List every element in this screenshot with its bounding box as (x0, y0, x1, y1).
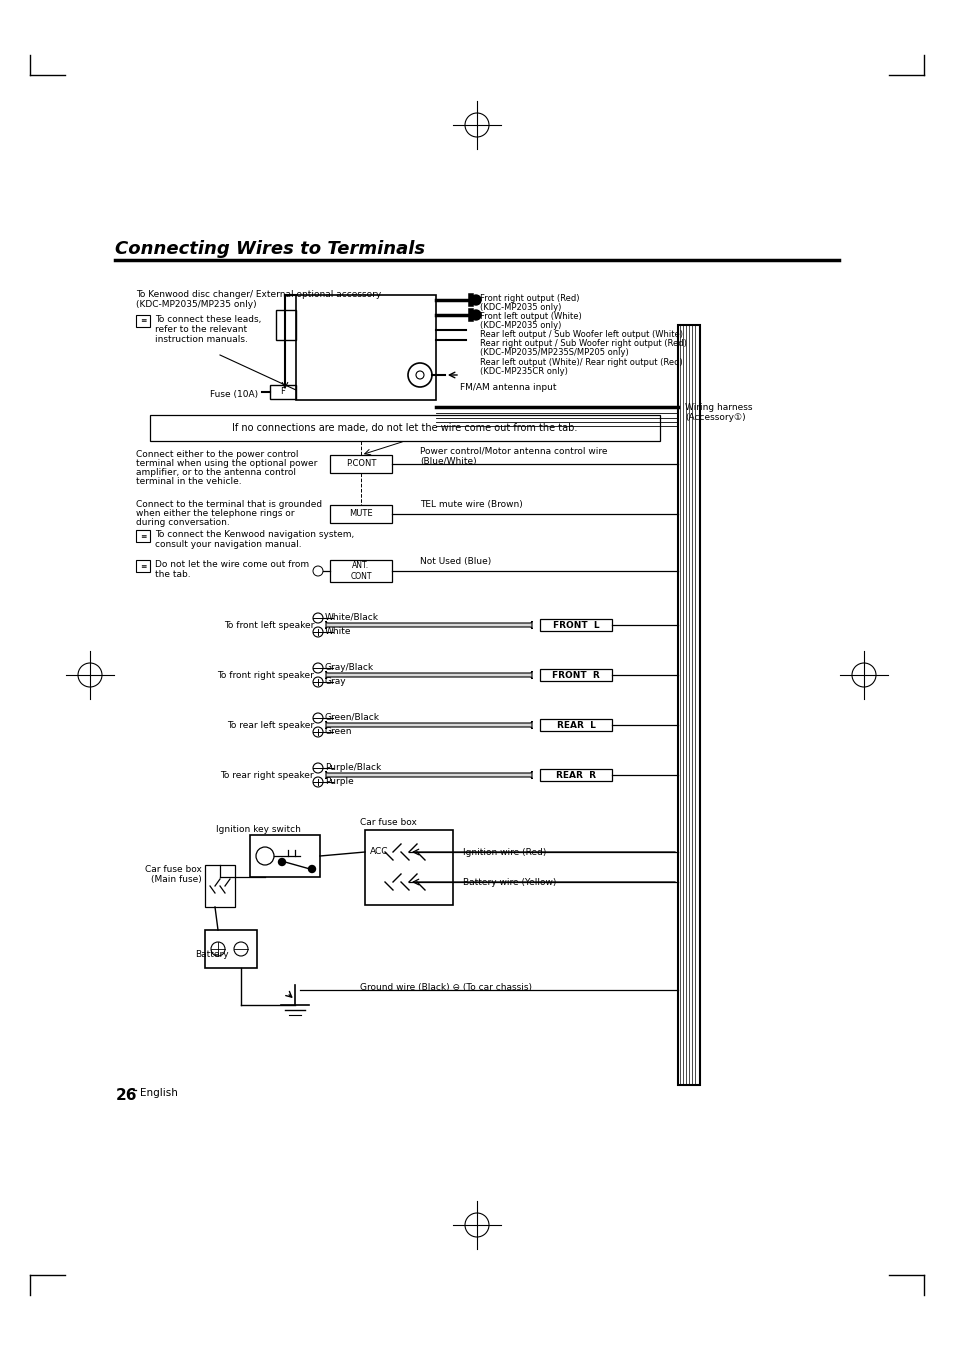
Text: Wiring harness: Wiring harness (684, 404, 752, 412)
Text: TEL mute wire (Brown): TEL mute wire (Brown) (419, 500, 522, 509)
Text: Gray: Gray (325, 676, 346, 686)
Text: To connect the Kenwood navigation system,: To connect the Kenwood navigation system… (154, 531, 354, 539)
Bar (270, 385, 295, 400)
Bar (539, 620, 612, 630)
Text: Rear right output / Sub Woofer right output (Red): Rear right output / Sub Woofer right out… (479, 339, 686, 348)
Text: To front left speaker: To front left speaker (223, 621, 314, 629)
Text: To connect these leads,: To connect these leads, (154, 315, 261, 324)
Text: (KDC-MP2035/MP235S/MP205 only): (KDC-MP2035/MP235S/MP205 only) (479, 348, 628, 356)
Text: (KDC-MP235CR only): (KDC-MP235CR only) (479, 367, 567, 377)
Bar (330, 455, 392, 472)
Text: Ignition key switch: Ignition key switch (215, 825, 300, 834)
Text: (KDC-MP2035 only): (KDC-MP2035 only) (479, 321, 560, 329)
Text: Front right output (Red): Front right output (Red) (479, 294, 578, 302)
Circle shape (471, 296, 480, 305)
Bar (539, 769, 612, 782)
Bar (539, 720, 612, 730)
Text: If no connections are made, do not let the wire come out from the tab.: If no connections are made, do not let t… (233, 423, 578, 433)
Text: Front left output (White): Front left output (White) (479, 312, 581, 321)
FancyBboxPatch shape (326, 621, 532, 629)
Text: 26: 26 (116, 1088, 137, 1103)
Text: terminal in the vehicle.: terminal in the vehicle. (136, 477, 241, 486)
Circle shape (278, 859, 285, 865)
Text: Purple: Purple (325, 776, 354, 786)
Text: Connect to the terminal that is grounded: Connect to the terminal that is grounded (136, 500, 322, 509)
Text: terminal when using the optional power: terminal when using the optional power (136, 459, 317, 468)
Text: during conversation.: during conversation. (136, 518, 230, 526)
Bar (275, 310, 295, 340)
Bar (205, 930, 256, 968)
Bar (365, 830, 453, 905)
Text: Purple/Black: Purple/Black (325, 763, 381, 771)
Text: (Accessory①): (Accessory①) (684, 413, 745, 423)
Text: Green/Black: Green/Black (325, 713, 379, 721)
Text: (KDC-MP2035 only): (KDC-MP2035 only) (479, 302, 560, 312)
Text: FRONT  L: FRONT L (552, 621, 598, 629)
FancyBboxPatch shape (326, 771, 532, 779)
Text: Battery wire (Yellow): Battery wire (Yellow) (462, 878, 556, 887)
Text: (KDC-MP2035/MP235 only): (KDC-MP2035/MP235 only) (136, 300, 256, 309)
Bar (150, 414, 659, 441)
Text: White: White (325, 626, 351, 636)
Text: FRONT  R: FRONT R (552, 671, 599, 679)
Text: REAR  R: REAR R (556, 771, 596, 779)
Text: Car fuse box: Car fuse box (359, 818, 416, 828)
Bar (330, 505, 392, 522)
Text: the tab.: the tab. (154, 570, 191, 579)
Text: refer to the relevant: refer to the relevant (154, 325, 247, 333)
Bar (136, 531, 150, 541)
Text: Green: Green (325, 726, 352, 736)
Text: Rear left output (White)/ Rear right output (Red): Rear left output (White)/ Rear right out… (479, 358, 682, 367)
Text: FM/AM antenna input: FM/AM antenna input (459, 383, 556, 392)
Text: To front right speaker: To front right speaker (217, 671, 314, 679)
Text: (Blue/White): (Blue/White) (419, 458, 476, 466)
Text: English: English (140, 1088, 177, 1098)
Text: White/Black: White/Black (325, 613, 378, 621)
Bar (330, 560, 392, 582)
FancyBboxPatch shape (326, 671, 532, 679)
Text: Not Used (Blue): Not Used (Blue) (419, 558, 491, 566)
Circle shape (471, 310, 480, 320)
Text: P.CONT: P.CONT (345, 459, 375, 468)
Bar (250, 836, 319, 878)
Bar (136, 315, 150, 327)
Text: ACC: ACC (370, 848, 388, 856)
Text: Battery: Battery (194, 950, 229, 958)
Text: F: F (280, 387, 285, 397)
Text: Connecting Wires to Terminals: Connecting Wires to Terminals (115, 240, 425, 258)
Text: ≡: ≡ (140, 316, 146, 325)
Bar (295, 296, 436, 400)
Bar (539, 670, 612, 680)
FancyBboxPatch shape (326, 721, 532, 729)
Text: MUTE: MUTE (349, 509, 373, 518)
Text: Rear left output / Sub Woofer left output (White): Rear left output / Sub Woofer left outpu… (479, 329, 682, 339)
Text: REAR  L: REAR L (556, 721, 595, 729)
Text: Power control/Motor antenna control wire: Power control/Motor antenna control wire (419, 447, 607, 456)
Text: To Kenwood disc changer/ External optional accessory: To Kenwood disc changer/ External option… (136, 290, 381, 298)
Text: when either the telephone rings or: when either the telephone rings or (136, 509, 294, 518)
Bar (678, 325, 700, 1085)
Text: instruction manuals.: instruction manuals. (154, 335, 248, 344)
Bar (136, 560, 150, 572)
Text: Do not let the wire come out from: Do not let the wire come out from (154, 560, 309, 568)
Text: amplifier, or to the antenna control: amplifier, or to the antenna control (136, 468, 295, 477)
Text: To rear left speaker: To rear left speaker (227, 721, 314, 729)
Text: ANT.
CONT: ANT. CONT (350, 562, 372, 580)
Text: To rear right speaker: To rear right speaker (220, 771, 314, 779)
Text: consult your navigation manual.: consult your navigation manual. (154, 540, 301, 549)
Text: Ignition wire (Red): Ignition wire (Red) (462, 848, 546, 857)
Text: ≡: ≡ (140, 562, 146, 571)
Circle shape (308, 865, 315, 872)
Text: Fuse (10A): Fuse (10A) (210, 390, 258, 400)
Text: ≡: ≡ (140, 532, 146, 540)
Text: (Main fuse): (Main fuse) (152, 875, 202, 884)
Bar (205, 865, 234, 907)
Text: Car fuse box: Car fuse box (145, 865, 202, 873)
Text: Gray/Black: Gray/Black (325, 663, 374, 671)
Text: Ground wire (Black) ⊖ (To car chassis): Ground wire (Black) ⊖ (To car chassis) (359, 983, 532, 992)
Text: Connect either to the power control: Connect either to the power control (136, 450, 298, 459)
